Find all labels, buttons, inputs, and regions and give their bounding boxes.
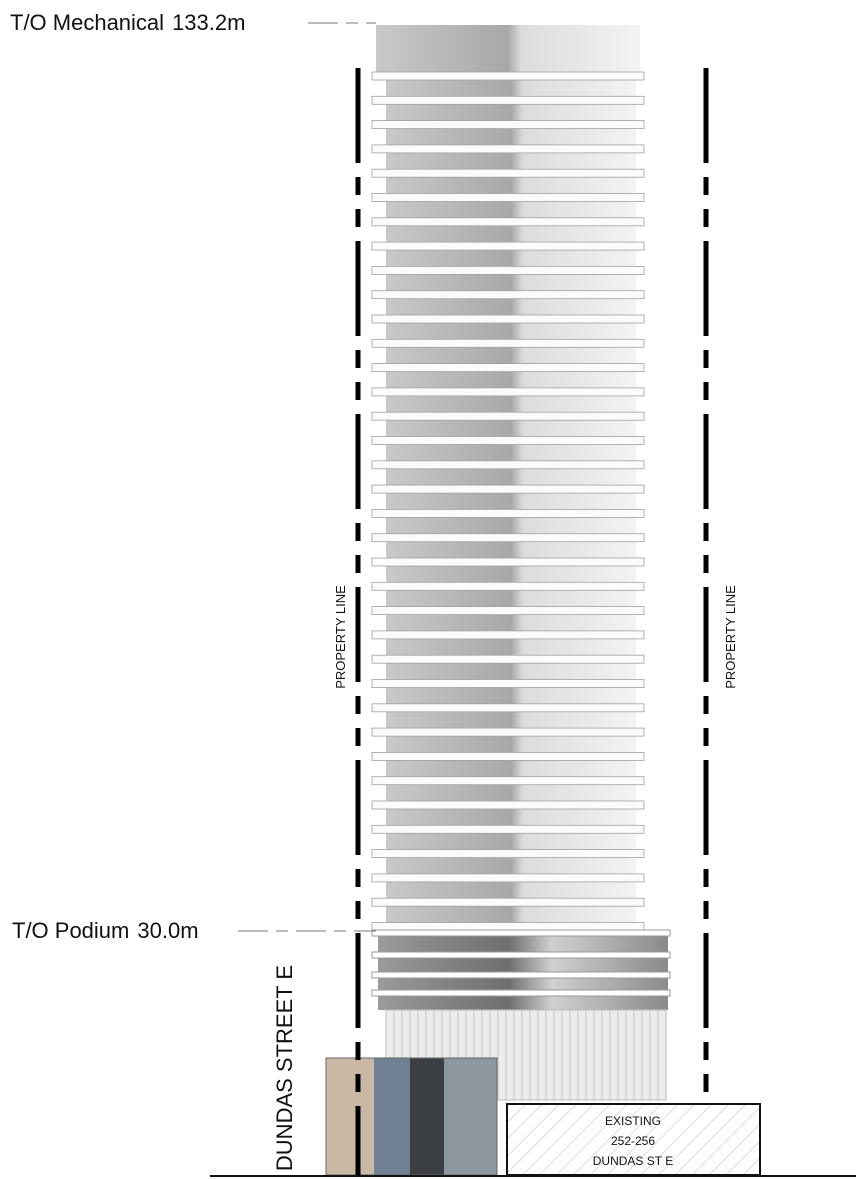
floor-slab xyxy=(371,387,645,397)
tower-glass xyxy=(386,72,636,932)
floor-slab xyxy=(371,654,645,664)
floor-slab xyxy=(371,533,645,543)
floor-slab xyxy=(371,727,645,737)
floor-slab xyxy=(371,436,645,445)
floor-slab xyxy=(371,460,645,470)
floor-slab xyxy=(371,849,645,858)
existing-address: 252-256 xyxy=(611,1134,655,1148)
floor-slab xyxy=(371,824,645,834)
level-label: T/O Podium 30.0m xyxy=(12,918,199,943)
floor-slab xyxy=(371,193,645,202)
tower xyxy=(371,25,645,932)
floor-slab xyxy=(371,95,645,105)
street-label: DUNDAS STREET E xyxy=(272,965,297,1171)
property-line-label: PROPERTY LINE xyxy=(333,585,348,689)
floor-slab xyxy=(371,120,645,129)
level-name: T/O Mechanical xyxy=(10,10,164,35)
existing-street: DUNDAS ST E xyxy=(593,1154,673,1168)
floor-slab xyxy=(371,363,645,373)
floor-slab xyxy=(371,679,645,688)
floor-slab xyxy=(371,411,645,421)
floor-slab xyxy=(371,752,645,761)
level-label: T/O Mechanical 133.2m xyxy=(10,10,245,35)
floor-slab xyxy=(371,290,645,300)
floor-slab xyxy=(371,265,645,275)
floor-slab xyxy=(371,508,645,518)
floor-slab xyxy=(371,630,645,640)
floor-slab xyxy=(371,897,645,907)
floor-slab xyxy=(371,484,645,494)
level-height: 30.0m xyxy=(137,918,198,943)
floor-slab xyxy=(371,606,645,615)
adjacent-building xyxy=(325,1057,498,1176)
floor-slab xyxy=(371,71,645,81)
floor-slab xyxy=(371,581,645,591)
level-name: T/O Podium xyxy=(12,918,129,943)
floor-slab xyxy=(371,338,645,348)
floor-slab xyxy=(371,800,645,810)
floor-slab xyxy=(371,557,645,567)
mechanical xyxy=(376,25,640,72)
level-height: 133.2m xyxy=(172,10,245,35)
floor-slab xyxy=(371,873,645,883)
floor-slab xyxy=(371,168,645,178)
floor-slab xyxy=(371,922,645,931)
floor-slab xyxy=(371,703,645,713)
floor-slab xyxy=(371,241,645,251)
existing-building: EXISTING 252-256 DUNDAS ST E xyxy=(506,1103,761,1176)
floor-slab xyxy=(371,217,645,227)
property-line-label: PROPERTY LINE xyxy=(723,585,738,689)
existing-label: EXISTING xyxy=(605,1114,661,1128)
floor-slab xyxy=(371,314,645,324)
floor-slab xyxy=(371,144,645,154)
floor-slab xyxy=(371,776,645,786)
